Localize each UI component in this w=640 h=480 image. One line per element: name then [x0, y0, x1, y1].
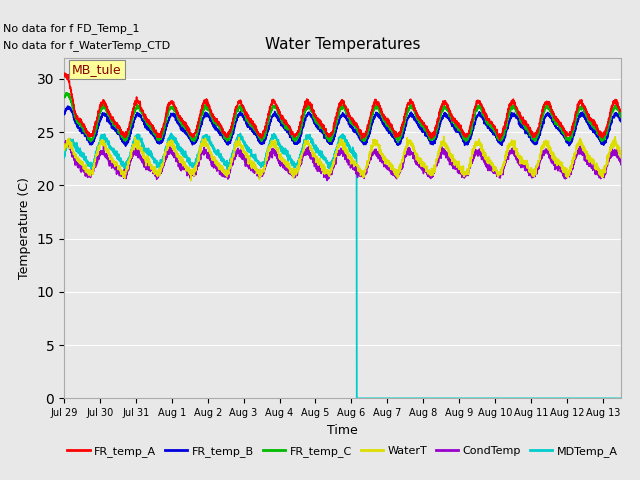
Text: No data for f FD_Temp_1: No data for f FD_Temp_1: [3, 24, 140, 35]
Y-axis label: Temperature (C): Temperature (C): [18, 177, 31, 279]
Text: No data for f_WaterTemp_CTD: No data for f_WaterTemp_CTD: [3, 41, 170, 51]
X-axis label: Time: Time: [327, 424, 358, 437]
Legend: FR_temp_A, FR_temp_B, FR_temp_C, WaterT, CondTemp, MDTemp_A: FR_temp_A, FR_temp_B, FR_temp_C, WaterT,…: [63, 441, 622, 461]
Title: Water Temperatures: Water Temperatures: [265, 37, 420, 52]
Text: MB_tule: MB_tule: [72, 63, 122, 76]
